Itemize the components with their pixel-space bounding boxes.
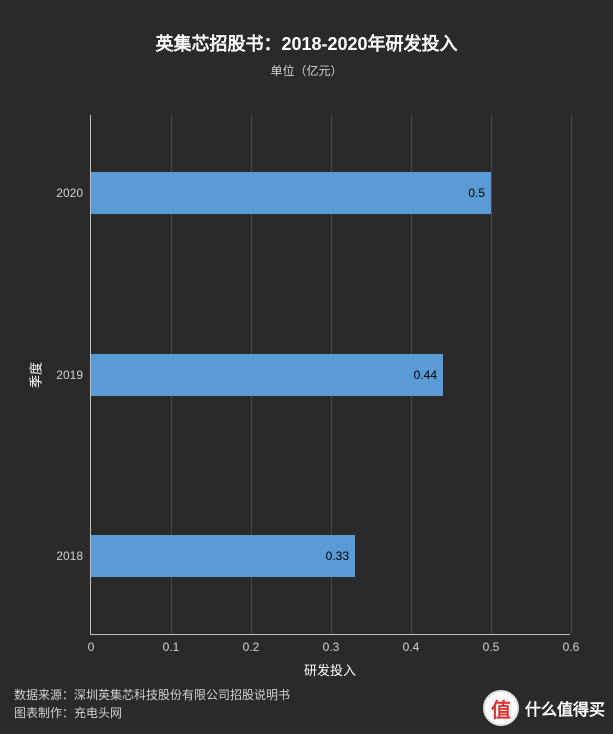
bar: 0.44 xyxy=(91,354,443,396)
x-tick-label: 0 xyxy=(88,634,95,654)
y-tick-label: 2020 xyxy=(56,186,91,200)
bar-value-label: 0.5 xyxy=(468,186,485,200)
x-tick-label: 0.6 xyxy=(563,634,580,654)
x-tick-label: 0.5 xyxy=(483,634,500,654)
bar-value-label: 0.33 xyxy=(326,549,349,563)
gridline xyxy=(491,115,492,634)
chart-title: 英集芯招股书：2018-2020年研发投入 xyxy=(30,30,583,56)
plot-area: 00.10.20.30.40.50.620200.520190.4420180.… xyxy=(90,115,570,635)
y-tick-label: 2019 xyxy=(56,368,91,382)
x-tick-label: 0.4 xyxy=(403,634,420,654)
x-tick-label: 0.3 xyxy=(323,634,340,654)
y-tick-label: 2018 xyxy=(56,549,91,563)
bar-value-label: 0.44 xyxy=(414,368,437,382)
x-tick-label: 0.2 xyxy=(243,634,260,654)
chart-footer: 数据来源：深圳英集芯科技股份有限公司招股说明书 图表制作：充电头网 xyxy=(14,686,290,722)
bar: 0.33 xyxy=(91,535,355,577)
x-tick-label: 0.1 xyxy=(163,634,180,654)
gridline xyxy=(571,115,572,634)
footer-author: 图表制作：充电头网 xyxy=(14,704,290,722)
x-axis-label: 研发投入 xyxy=(304,660,356,679)
watermark: 值 什么值得买 xyxy=(483,690,605,726)
y-axis-label: 季度 xyxy=(26,362,45,388)
chart-subtitle: 单位（亿元） xyxy=(30,62,583,79)
footer-source: 数据来源：深圳英集芯科技股份有限公司招股说明书 xyxy=(14,686,290,704)
bar: 0.5 xyxy=(91,172,491,214)
chart-container: 英集芯招股书：2018-2020年研发投入 单位（亿元） 季度 研发投入 00.… xyxy=(0,0,613,734)
watermark-icon: 值 xyxy=(483,690,519,726)
watermark-text: 什么值得买 xyxy=(525,696,605,720)
